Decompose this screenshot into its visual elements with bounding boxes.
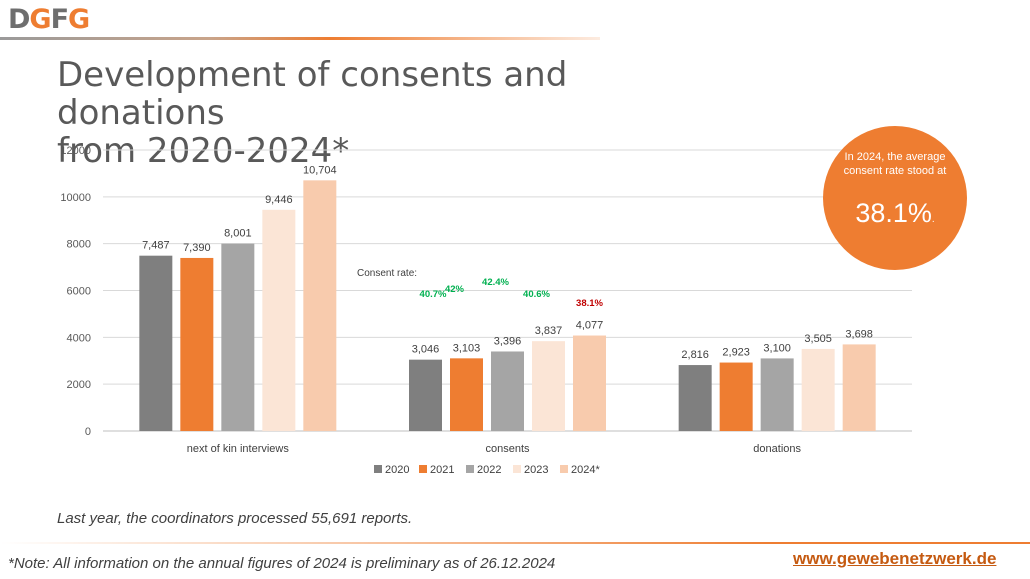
consent-rate-badge: In 2024, the average consent rate stood …: [823, 126, 967, 270]
header-divider: [0, 37, 600, 40]
legend-label: 2024*: [571, 464, 600, 476]
reports-note: Last year, the coordinators processed 55…: [57, 510, 413, 527]
consent-rate-value: 42.4%: [482, 277, 509, 288]
data-label: 2,816: [681, 349, 709, 361]
bar: [303, 180, 337, 431]
legend-swatch: [419, 465, 427, 473]
bar: [180, 257, 214, 431]
legend-swatch: [560, 465, 568, 473]
bar: [409, 359, 442, 431]
data-label: 8,001: [224, 228, 252, 240]
data-label: 9,446: [265, 194, 293, 206]
preliminary-note: *Note: All information on the annual fig…: [8, 555, 556, 572]
data-label: 3,505: [804, 333, 832, 345]
badge-text: In 2024, the average consent rate stood …: [843, 151, 947, 177]
data-label: 3,100: [763, 342, 791, 354]
bar: [760, 358, 794, 431]
data-label: 3,837: [535, 325, 563, 337]
x-category-label: donations: [753, 443, 801, 455]
data-label: 4,077: [576, 320, 604, 332]
bar: [139, 255, 173, 431]
bar: [573, 335, 606, 431]
consent-rate-label: Consent rate:: [357, 268, 417, 279]
bar: [678, 365, 712, 431]
consent-rate-value: 38.1%: [576, 298, 603, 309]
legend-label: 2023: [524, 464, 548, 476]
x-category-label: next of kin interviews: [187, 443, 290, 455]
y-tick-label: 12000: [60, 145, 91, 157]
legend-swatch: [513, 465, 521, 473]
data-label: 7,390: [183, 242, 211, 254]
legend-label: 2022: [477, 464, 501, 476]
page-title: Development of consents and donations fr…: [57, 56, 737, 170]
y-tick-label: 6000: [67, 286, 91, 298]
y-tick-label: 4000: [67, 332, 91, 344]
bar: [450, 358, 483, 431]
data-label: 2,923: [722, 347, 750, 359]
page-title-line-2: from 2020-2024*: [57, 131, 350, 171]
bar: [491, 351, 524, 431]
y-tick-label: 2000: [67, 379, 91, 391]
legend-swatch: [466, 465, 474, 473]
badge-suffix: .: [931, 214, 935, 225]
consent-rate-value: 40.6%: [523, 289, 550, 300]
legend-label: 2021: [430, 464, 454, 476]
bar: [262, 209, 296, 431]
bar: [801, 348, 835, 431]
badge-value: 38.1%: [855, 198, 932, 228]
data-label: 7,487: [142, 240, 170, 252]
footer-divider: [0, 542, 1030, 544]
data-label: 3,046: [412, 344, 440, 356]
consent-rate-value: 42%: [445, 284, 465, 295]
legend-swatch: [374, 465, 382, 473]
badge-value-wrap: 38.1%.: [823, 198, 967, 229]
consent-rate-value: 40.7%: [420, 289, 447, 300]
legend-label: 2020: [385, 464, 409, 476]
y-tick-label: 8000: [67, 239, 91, 251]
data-label: 10,704: [303, 164, 337, 176]
y-tick-label: 0: [85, 426, 91, 438]
x-category-label: consents: [485, 443, 530, 455]
website-link[interactable]: www.gewebenetzwerk.de: [793, 549, 997, 568]
bar: [532, 341, 565, 431]
y-tick-label: 10000: [60, 192, 91, 204]
bar: [221, 243, 255, 431]
data-label: 3,103: [453, 342, 481, 354]
bar: [719, 362, 753, 431]
page-title-line-1: Development of consents and donations: [57, 55, 568, 133]
data-label: 3,396: [494, 335, 522, 347]
bar: [842, 344, 876, 431]
data-label: 3,698: [845, 328, 873, 340]
dgfg-logo: DGFG: [8, 4, 90, 35]
